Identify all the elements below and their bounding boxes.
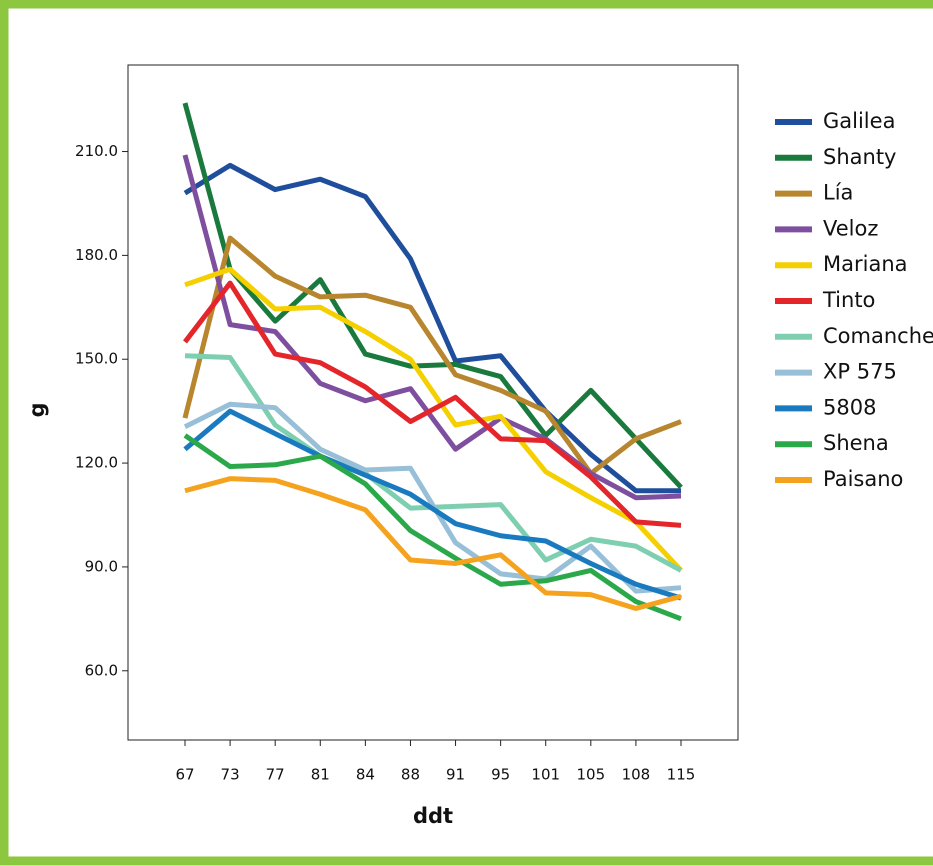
x-tick-label: 95 xyxy=(491,766,510,784)
legend-text: Galilea xyxy=(823,109,895,133)
legend-text: Comanche xyxy=(823,324,933,348)
x-tick-label: 88 xyxy=(401,766,420,784)
y-axis-title: g xyxy=(25,402,49,417)
series-line xyxy=(185,238,681,473)
x-tick-label: 84 xyxy=(356,766,375,784)
y-tick-label: 90.0 xyxy=(85,557,118,575)
legend-text: Shanty xyxy=(823,145,896,169)
chart: ddt g 60.0 90.0 120.0 150.0 180.0 210.0 67 73 77… xyxy=(0,0,933,866)
legend-text: Shena xyxy=(823,431,889,455)
x-tick-label: 101 xyxy=(531,766,560,784)
legend-text: Tinto xyxy=(822,288,875,312)
frame xyxy=(4,4,933,861)
y-tick-label: 60.0 xyxy=(85,661,118,679)
x-axis-title: ddt xyxy=(413,804,453,828)
x-tick-label: 81 xyxy=(311,766,330,784)
legend-text: Paisano xyxy=(823,467,903,491)
legend-text: XP 575 xyxy=(823,360,897,384)
x-tick-label: 91 xyxy=(446,766,465,784)
y-tick-label: 180.0 xyxy=(75,246,118,264)
x-tick-label: 67 xyxy=(175,766,194,784)
x-tick-label: 108 xyxy=(622,766,651,784)
x-tick-label: 77 xyxy=(266,766,285,784)
legend-text: Mariana xyxy=(823,252,908,276)
y-tick-label: 120.0 xyxy=(75,454,118,472)
x-tick-label: 105 xyxy=(576,766,605,784)
x-tick-label: 115 xyxy=(667,766,696,784)
y-tick-label: 150.0 xyxy=(75,350,118,368)
legend-text: Lía xyxy=(823,181,853,205)
x-tick-label: 73 xyxy=(221,766,240,784)
y-tick-label: 210.0 xyxy=(75,142,118,160)
legend-text: 5808 xyxy=(823,395,876,419)
legend-text: Veloz xyxy=(823,216,878,240)
plot-area xyxy=(128,65,738,740)
